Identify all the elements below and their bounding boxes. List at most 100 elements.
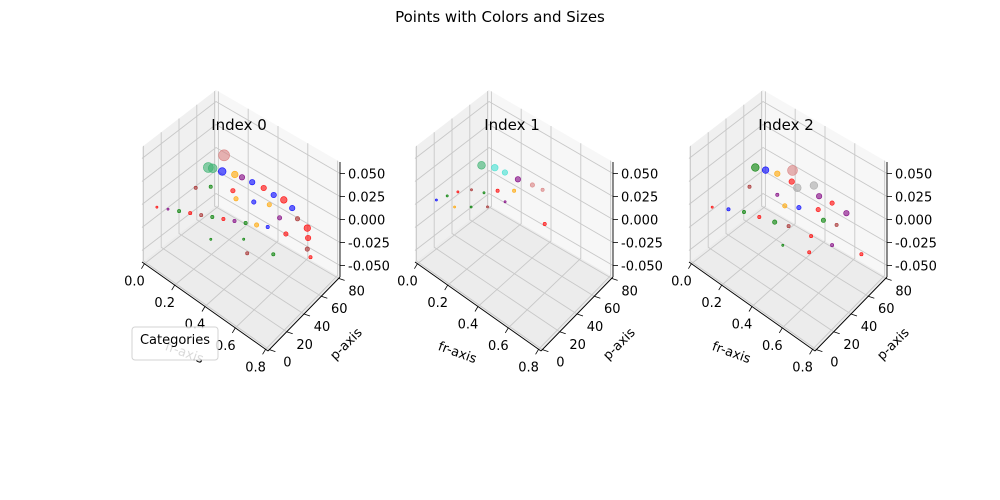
data-point (726, 207, 731, 212)
grid-x-2 (477, 126, 552, 307)
grid-x-3 (234, 143, 309, 329)
grid-z-0 (141, 192, 341, 266)
grid-x-4 (538, 160, 612, 350)
z-tick-label: 0.000 (621, 214, 658, 229)
x-tick-label: 0.8 (245, 360, 266, 375)
grid-z-1 (414, 169, 614, 243)
data-point (742, 210, 746, 214)
y-axis-label: p-axis (327, 325, 365, 363)
y-tick-mark (868, 295, 875, 299)
data-point (542, 222, 547, 226)
grid-y-0 (415, 145, 543, 350)
data-point (243, 221, 248, 225)
grid-z-0 (688, 192, 888, 266)
grid-y-0 (689, 145, 817, 350)
grid-z-4 (414, 100, 614, 174)
data-point (231, 170, 239, 179)
data-point (242, 237, 246, 241)
data-point (308, 255, 313, 260)
x-tick-mark (535, 349, 539, 355)
grid-y-3 (196, 104, 322, 297)
data-point (208, 184, 213, 189)
z-tick-label: 0.025 (348, 191, 385, 206)
data-point (249, 179, 256, 186)
grid-x-2 (204, 126, 279, 307)
data-point (807, 250, 812, 255)
x-tick-label: 0.0 (124, 275, 145, 290)
grid-x-3 (507, 143, 582, 329)
data-point (774, 170, 781, 177)
data-point (829, 200, 835, 206)
x-tick-mark (778, 327, 783, 334)
data-point (303, 224, 311, 232)
subplot-title: Index 1 (484, 116, 540, 134)
grid-x-0 (691, 91, 766, 265)
x-tick-mark (688, 263, 692, 269)
data-point (762, 166, 770, 174)
z-tick-label: 0.000 (895, 214, 932, 229)
data-point (495, 188, 500, 193)
data-point (786, 224, 791, 229)
legend: Categories (131, 326, 219, 361)
data-point (245, 251, 250, 256)
grid-z-4 (141, 100, 341, 174)
data-point (456, 190, 460, 194)
y-tick-label: 0 (556, 356, 564, 371)
data-point (277, 215, 283, 221)
data-point (820, 217, 826, 223)
x-tick-label: 0.6 (215, 339, 236, 354)
grid-y-0 (142, 145, 270, 350)
data-point (238, 174, 246, 181)
data-point (233, 196, 239, 202)
data-point (747, 184, 752, 189)
z-tick-label: 0.050 (621, 168, 658, 183)
z-tick-label: 0.050 (895, 168, 932, 183)
z-tick-label: -0.025 (348, 237, 390, 252)
data-point (266, 202, 272, 208)
y-tick-mark (816, 349, 823, 352)
data-point (503, 200, 507, 204)
y-tick-label: 40 (314, 320, 331, 335)
data-point (289, 205, 296, 212)
y-tick-label: 20 (569, 338, 586, 353)
data-point (294, 216, 300, 222)
grid-z-2 (688, 146, 888, 220)
y-axis-label: p-axis (874, 325, 912, 363)
data-point (816, 193, 823, 200)
y-tick-label: 0 (830, 356, 838, 371)
grid-x-1 (447, 108, 522, 286)
x-tick-label: 0.2 (427, 296, 448, 311)
y-tick-label: 20 (843, 338, 860, 353)
x-tick-mark (474, 306, 479, 312)
legend-frame (131, 326, 219, 361)
data-point (486, 205, 489, 209)
y-tick-label: 60 (331, 302, 348, 317)
data-point (193, 185, 198, 190)
grid-y-3 (743, 104, 869, 297)
x-tick-mark (504, 327, 509, 334)
scatter-series (434, 161, 547, 226)
subplot-title: Index 0 (211, 116, 267, 134)
grid-z-4 (688, 100, 888, 174)
y-tick-mark (286, 331, 293, 335)
data-point (757, 215, 762, 219)
grid-y-2 (725, 118, 852, 315)
y-tick-mark (542, 349, 549, 352)
x-tick-label: 0.0 (671, 275, 692, 290)
x-tick-mark (444, 284, 449, 291)
y-tick-label: 40 (861, 320, 878, 335)
grid-x-0 (417, 91, 492, 265)
data-point (710, 205, 714, 209)
data-point (221, 217, 226, 221)
data-point (199, 213, 204, 218)
data-point (209, 237, 213, 241)
x-tick-mark (201, 306, 206, 312)
x-tick-label: 0.4 (458, 318, 479, 333)
x-tick-label: 0.4 (732, 318, 753, 333)
data-point (830, 243, 835, 248)
grid-z-3 (688, 123, 888, 197)
grid-x-0 (144, 91, 219, 265)
data-point (283, 231, 289, 237)
subplots: 0.00.20.40.60.8 0204060800.0500.0250.000-… (124, 90, 937, 375)
